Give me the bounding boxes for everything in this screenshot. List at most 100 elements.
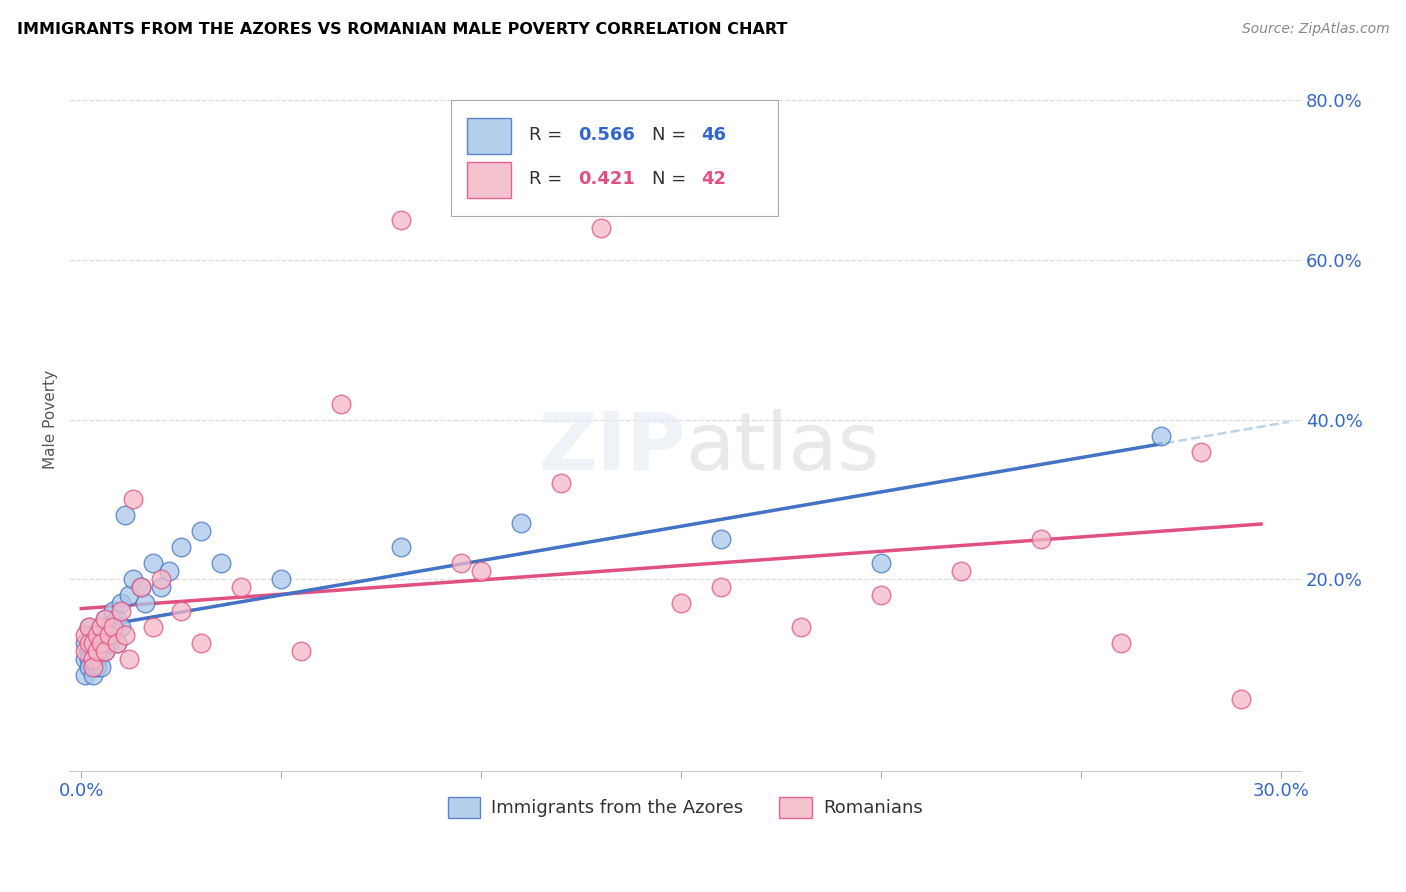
Point bbox=[231, 580, 253, 594]
Point bbox=[870, 556, 893, 570]
Point bbox=[90, 644, 112, 658]
Point bbox=[90, 660, 112, 674]
Point bbox=[190, 636, 212, 650]
Point bbox=[103, 604, 125, 618]
Point bbox=[75, 636, 97, 650]
Point bbox=[170, 604, 193, 618]
Text: 0.421: 0.421 bbox=[578, 170, 636, 188]
Point bbox=[77, 620, 100, 634]
Point bbox=[129, 580, 152, 594]
Point bbox=[118, 588, 141, 602]
Point bbox=[82, 636, 104, 650]
Point bbox=[82, 668, 104, 682]
Point bbox=[82, 660, 104, 674]
Text: N =: N = bbox=[652, 127, 686, 145]
Point bbox=[330, 397, 353, 411]
Point bbox=[86, 628, 108, 642]
Point bbox=[1109, 636, 1132, 650]
Point bbox=[170, 541, 193, 555]
Point bbox=[90, 620, 112, 634]
Point bbox=[270, 572, 292, 586]
Point bbox=[290, 644, 312, 658]
Point bbox=[150, 580, 173, 594]
Point bbox=[82, 628, 104, 642]
Point bbox=[75, 628, 97, 642]
Point bbox=[110, 620, 132, 634]
Point bbox=[142, 556, 165, 570]
Point bbox=[1189, 444, 1212, 458]
Point bbox=[550, 476, 572, 491]
Point bbox=[103, 628, 125, 642]
Point bbox=[94, 644, 117, 658]
FancyBboxPatch shape bbox=[467, 118, 512, 154]
Point bbox=[710, 580, 733, 594]
Point bbox=[75, 644, 97, 658]
Point bbox=[110, 596, 132, 610]
Point bbox=[94, 612, 117, 626]
Y-axis label: Male Poverty: Male Poverty bbox=[44, 370, 58, 469]
Point bbox=[86, 644, 108, 658]
Point bbox=[870, 588, 893, 602]
Point bbox=[1230, 691, 1253, 706]
Point bbox=[591, 221, 613, 235]
Point bbox=[114, 508, 136, 523]
Text: Source: ZipAtlas.com: Source: ZipAtlas.com bbox=[1241, 22, 1389, 37]
Point bbox=[157, 564, 180, 578]
Point bbox=[122, 492, 145, 507]
Point bbox=[75, 668, 97, 682]
Point bbox=[118, 652, 141, 666]
Point bbox=[389, 213, 412, 227]
Point bbox=[86, 652, 108, 666]
Point bbox=[90, 636, 112, 650]
Point bbox=[82, 644, 104, 658]
Point bbox=[94, 644, 117, 658]
Point bbox=[77, 644, 100, 658]
Text: R =: R = bbox=[529, 127, 562, 145]
FancyBboxPatch shape bbox=[467, 162, 512, 198]
Text: R =: R = bbox=[529, 170, 562, 188]
Point bbox=[103, 620, 125, 634]
Point bbox=[114, 628, 136, 642]
Point bbox=[86, 660, 108, 674]
Point bbox=[389, 541, 412, 555]
Text: ZIP: ZIP bbox=[538, 409, 685, 487]
Point bbox=[105, 612, 128, 626]
Point bbox=[82, 652, 104, 666]
Legend: Immigrants from the Azores, Romanians: Immigrants from the Azores, Romanians bbox=[440, 789, 929, 825]
Point bbox=[1031, 533, 1053, 547]
Point bbox=[75, 652, 97, 666]
Point bbox=[94, 628, 117, 642]
Point bbox=[150, 572, 173, 586]
Point bbox=[209, 556, 232, 570]
Point bbox=[77, 620, 100, 634]
Text: N =: N = bbox=[652, 170, 686, 188]
Point bbox=[129, 580, 152, 594]
Point bbox=[94, 612, 117, 626]
Point bbox=[190, 524, 212, 539]
Point bbox=[86, 636, 108, 650]
Text: 42: 42 bbox=[702, 170, 727, 188]
Point bbox=[77, 652, 100, 666]
Point bbox=[710, 533, 733, 547]
Point bbox=[90, 620, 112, 634]
Point bbox=[790, 620, 813, 634]
Point bbox=[98, 620, 121, 634]
Point bbox=[134, 596, 156, 610]
Point bbox=[90, 636, 112, 650]
FancyBboxPatch shape bbox=[451, 100, 778, 216]
Point bbox=[122, 572, 145, 586]
Text: 0.566: 0.566 bbox=[578, 127, 636, 145]
Point bbox=[510, 516, 533, 531]
Point bbox=[105, 636, 128, 650]
Point bbox=[110, 604, 132, 618]
Point bbox=[77, 636, 100, 650]
Text: 46: 46 bbox=[702, 127, 727, 145]
Point bbox=[77, 660, 100, 674]
Point bbox=[450, 556, 472, 570]
Text: atlas: atlas bbox=[685, 409, 880, 487]
Point bbox=[470, 564, 492, 578]
Point bbox=[669, 596, 692, 610]
Point bbox=[950, 564, 973, 578]
Point bbox=[142, 620, 165, 634]
Text: IMMIGRANTS FROM THE AZORES VS ROMANIAN MALE POVERTY CORRELATION CHART: IMMIGRANTS FROM THE AZORES VS ROMANIAN M… bbox=[17, 22, 787, 37]
